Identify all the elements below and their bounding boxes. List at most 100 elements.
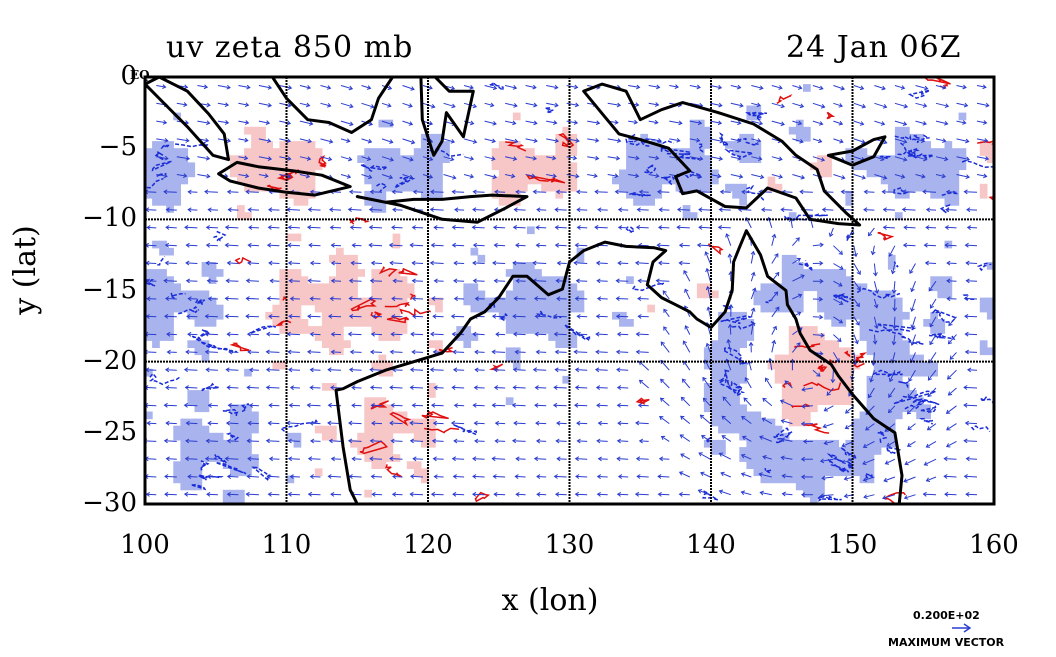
vorticity-cell [371, 170, 379, 178]
vorticity-cell [471, 305, 479, 313]
wind-vector [516, 245, 526, 246]
vorticity-cell [711, 440, 719, 448]
vorticity-cell [867, 447, 875, 455]
wind-vector [145, 387, 156, 388]
vorticity-cell [570, 148, 578, 156]
vorticity-cell [159, 198, 167, 206]
vorticity-cell [513, 305, 521, 313]
wind-vector [659, 210, 669, 211]
wind-vector [763, 398, 772, 405]
vorticity-cell [187, 447, 195, 455]
vorticity-cell [796, 390, 804, 398]
wind-vector [206, 459, 218, 460]
vorticity-cell [336, 340, 344, 348]
vorticity-cell [322, 319, 330, 327]
vorticity-cell [492, 162, 500, 170]
wind-vector [473, 192, 484, 193]
vorticity-cell [173, 426, 181, 434]
vorticity-cell [761, 283, 769, 291]
vorticity-cell [803, 397, 811, 405]
vorticity-cell [789, 269, 797, 277]
wind-vector [391, 405, 402, 406]
wind-vector [536, 227, 546, 228]
vorticity-cell [379, 276, 387, 284]
vorticity-cell [527, 148, 535, 156]
wind-vector [637, 459, 649, 460]
wind-vector [617, 299, 629, 300]
wind-vector [677, 227, 690, 228]
wind-vector [882, 192, 895, 193]
vorticity-cell [669, 162, 677, 170]
wind-vector [903, 192, 916, 193]
wind-vector [393, 210, 403, 211]
vorticity-cell [732, 333, 740, 341]
vorticity-cell [414, 177, 422, 185]
positive-vorticity-contour [399, 269, 418, 275]
vorticity-cell [435, 177, 443, 185]
wind-vector [269, 494, 280, 495]
vorticity-cell [570, 305, 578, 313]
vorticity-cell [690, 127, 698, 135]
wind-vector [413, 316, 423, 317]
vorticity-cell [761, 440, 769, 448]
vorticity-cell [386, 148, 394, 156]
vorticity-cell [881, 404, 889, 412]
wind-vector [309, 459, 321, 460]
vorticity-cell [265, 148, 273, 156]
vorticity-cell [478, 255, 486, 263]
wind-vector [267, 476, 279, 477]
vorticity-cell [463, 340, 471, 348]
wind-vector [165, 405, 177, 406]
vorticity-cell [315, 291, 323, 299]
reference-vector-arrow [952, 624, 970, 632]
vorticity-cell [336, 319, 344, 327]
vorticity-cell [690, 162, 698, 170]
vorticity-cell [718, 426, 726, 434]
vorticity-cell [867, 397, 875, 405]
vorticity-cell [810, 390, 818, 398]
vorticity-cell [711, 412, 719, 420]
wind-vector [187, 423, 198, 424]
vorticity-cell [725, 412, 733, 420]
positive-vorticity-contour [422, 412, 449, 419]
wind-vector [267, 352, 280, 353]
wind-vector [739, 210, 752, 211]
vorticity-cell [343, 255, 351, 263]
vorticity-cell [711, 397, 719, 405]
vorticity-cell [803, 84, 811, 92]
vorticity-cell [824, 291, 832, 299]
wind-vector [452, 316, 464, 317]
vorticity-cell [930, 362, 938, 370]
wind-vector [661, 398, 670, 406]
wind-vector [247, 441, 259, 442]
vorticity-cell [902, 369, 910, 377]
wind-vector [167, 459, 177, 460]
wind-vector [391, 334, 402, 335]
vorticity-cell [159, 319, 167, 327]
vorticity-cell [173, 468, 181, 476]
wind-vector [226, 316, 239, 317]
negative-vorticity-contour [922, 419, 933, 424]
wind-vector [555, 210, 567, 211]
vorticity-cell [831, 347, 839, 355]
vorticity-cell [152, 141, 160, 149]
wind-vector [535, 405, 546, 406]
wind-vector [947, 406, 957, 414]
wind-vector [618, 423, 628, 424]
vorticity-cell [782, 362, 790, 370]
reference-vector-value: 0.200E+02 [913, 609, 980, 622]
wind-vector [433, 441, 444, 442]
vorticity-cell [824, 298, 832, 306]
wind-vector [410, 245, 423, 246]
wind-vector [185, 405, 198, 406]
wind-vector [431, 370, 444, 371]
wind-vector [208, 476, 218, 477]
vorticity-cell [775, 447, 783, 455]
wind-vector [833, 370, 834, 382]
vorticity-cell [301, 184, 309, 192]
vorticity-cell [796, 283, 804, 291]
vorticity-cell [371, 326, 379, 334]
vorticity-cell [322, 305, 330, 313]
vorticity-cell [746, 426, 754, 434]
wind-vector [370, 210, 382, 211]
